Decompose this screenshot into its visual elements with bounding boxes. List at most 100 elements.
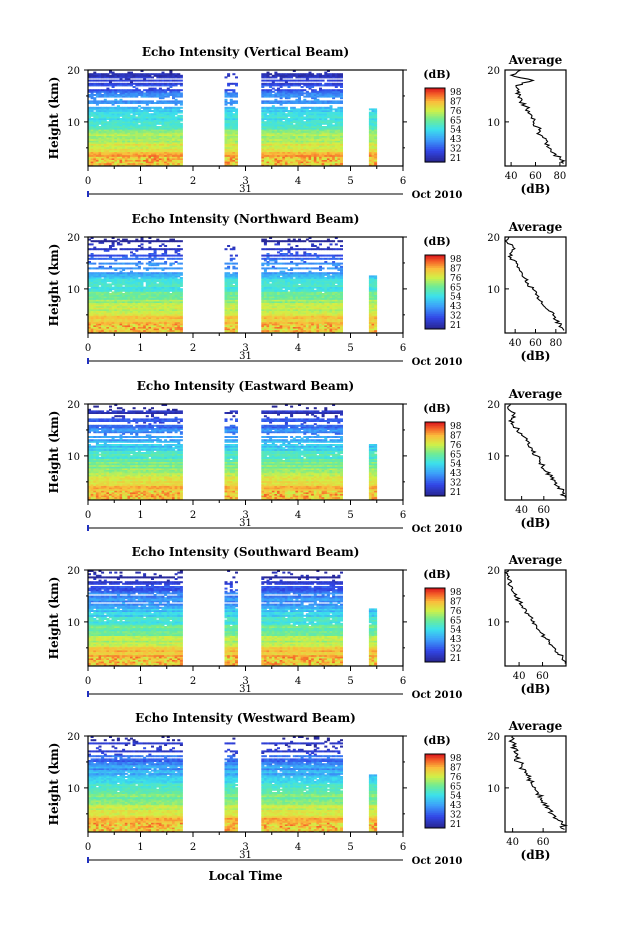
heatmap-cell: [295, 135, 299, 138]
heatmap-cell: [227, 73, 231, 76]
heatmap-cell: [124, 164, 128, 167]
heatmap-cell: [298, 92, 301, 95]
heatmap-cell: [277, 153, 280, 156]
heatmap-cell: [329, 127, 333, 130]
heatmap-cell: [127, 148, 131, 151]
heatmap-cell: [340, 313, 343, 316]
heatmap-cell: [122, 126, 126, 128]
heatmap-cell: [174, 146, 178, 149]
heatmap-cell: [158, 114, 162, 117]
heatmap-cell: [156, 140, 160, 143]
heatmap-cell: [130, 318, 133, 321]
heatmap-cell: [224, 323, 228, 326]
heatmap-cell: [261, 323, 265, 326]
heatmap-cell: [169, 116, 173, 119]
heatmap-cell: [164, 138, 168, 141]
heatmap-cell: [371, 307, 375, 310]
heatmap-cell: [227, 106, 231, 109]
heatmap-cell: [156, 156, 160, 159]
heatmap-cell: [143, 326, 147, 329]
heatmap-cell: [156, 328, 160, 331]
heatmap-cell: [305, 126, 309, 128]
heatmap-cell: [116, 320, 120, 323]
heatmap-cell: [161, 135, 165, 138]
heatmap-cell: [109, 313, 112, 316]
heatmap-cell: [287, 146, 291, 149]
heatmap-cell: [119, 100, 123, 103]
heatmap-cell: [235, 118, 238, 120]
heatmap-cell: [93, 90, 97, 93]
heatmap-cell: [334, 79, 338, 82]
heatmap-cell: [334, 309, 338, 311]
heatmap-cell: [172, 309, 175, 311]
colorbar-swatch: [425, 112, 445, 115]
heatmap-cell: [229, 122, 233, 125]
heatmap-cell: [324, 84, 328, 87]
heatmap-cell: [106, 121, 110, 124]
heatmap-cell: [300, 86, 304, 88]
heatmap-cell: [158, 126, 162, 128]
heatmap-cell: [122, 146, 126, 149]
heatmap-cell: [132, 154, 136, 157]
heatmap-cell: [158, 76, 162, 79]
heatmap-cell: [122, 315, 126, 318]
heatmap-cell: [274, 129, 278, 132]
heatmap-cell: [269, 156, 273, 159]
heatmap-cell: [295, 326, 299, 329]
heatmap-cell: [158, 140, 162, 143]
heatmap-cell: [143, 121, 147, 124]
heatmap-cell: [311, 146, 315, 149]
heatmap-cell: [311, 114, 315, 117]
heatmap-cell: [88, 74, 91, 77]
heatmap-cell: [292, 118, 296, 120]
heatmap-cell: [300, 94, 304, 96]
heatmap-cell: [109, 151, 112, 154]
heatmap-cell: [90, 100, 94, 103]
heatmap-cell: [287, 118, 291, 120]
heatmap-cell: [271, 326, 275, 329]
heatmap-cell: [324, 145, 328, 148]
heatmap-cell: [227, 313, 231, 316]
heatmap-cell: [132, 153, 136, 156]
heatmap-cell: [169, 79, 173, 82]
heatmap-cell: [269, 161, 273, 164]
heatmap-cell: [101, 113, 105, 116]
heatmap-cell: [321, 111, 325, 114]
heatmap-cell: [98, 132, 102, 135]
heatmap-cell: [127, 113, 131, 116]
heatmap-cell: [321, 134, 325, 136]
heatmap-cell: [224, 137, 228, 140]
heatmap-cell: [326, 119, 330, 122]
heatmap-cell: [316, 130, 320, 133]
heatmap-cell: [166, 132, 170, 135]
heatmap-cell: [313, 92, 317, 95]
heatmap-cell: [319, 106, 322, 109]
heatmap-cell: [332, 137, 336, 140]
heatmap-cell: [106, 162, 110, 165]
heatmap-cell: [287, 320, 291, 323]
heatmap-cell: [329, 119, 333, 122]
heatmap-cell: [90, 102, 94, 104]
heatmap-cell: [166, 151, 170, 154]
heatmap-cell: [174, 158, 178, 160]
heatmap-cell: [88, 328, 91, 331]
heatmap-cell: [224, 156, 228, 159]
heatmap-cell: [334, 108, 338, 111]
heatmap-cell: [166, 153, 170, 156]
heatmap-cell: [334, 317, 338, 319]
heatmap-cell: [106, 156, 110, 159]
heatmap-cell: [158, 94, 162, 96]
heatmap-cell: [124, 73, 128, 76]
heatmap-cell: [227, 95, 231, 98]
heatmap-cell: [308, 315, 312, 318]
heatmap-cell: [88, 119, 91, 122]
heatmap-cell: [164, 315, 168, 318]
heatmap-cell: [145, 116, 149, 119]
heatmap-cell: [295, 161, 299, 164]
heatmap-cell: [161, 153, 165, 156]
heatmap-cell: [308, 151, 312, 154]
heatmap-cell: [269, 102, 273, 104]
heatmap-cell: [337, 162, 341, 165]
heatmap-cell: [132, 309, 136, 311]
heatmap-cell: [324, 162, 328, 165]
